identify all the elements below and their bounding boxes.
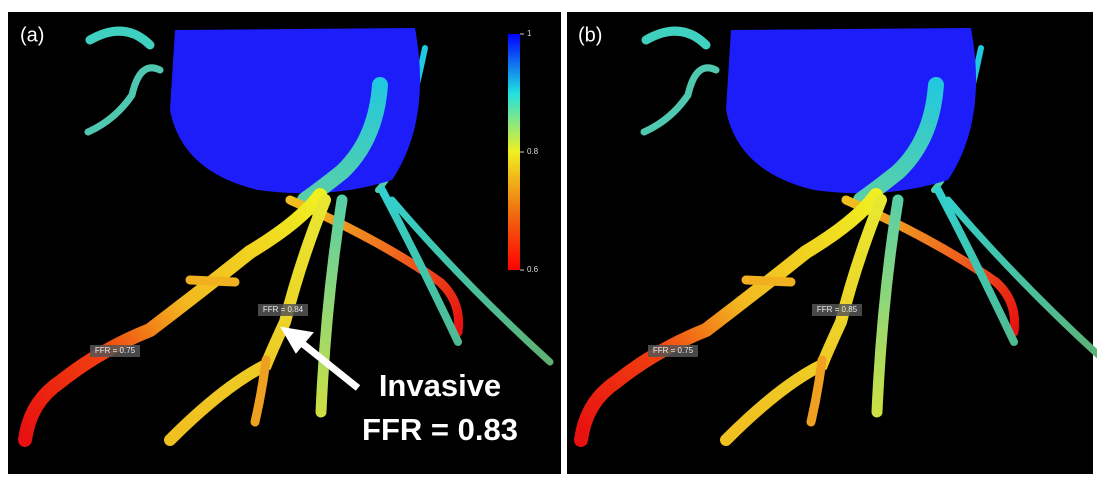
annotation: FFR = 0.85 — [817, 305, 858, 314]
colorbar-tick-label: 0.8 — [527, 147, 539, 156]
panel-label: (b) — [578, 24, 602, 46]
callout: FFR = 0.83 — [362, 412, 518, 447]
callout: Invasive — [379, 368, 501, 403]
colorbar-tick-label: 0.6 — [527, 265, 539, 274]
panel-label: (a) — [20, 24, 44, 46]
figure: (a) (b) Invasive FFR = 0.83 1 0.8 0.6 FFR =… — [0, 0, 1097, 477]
annotation: FFR = 0.75 — [653, 346, 694, 355]
colorbar — [508, 34, 520, 270]
annotation: FFR = 0.75 — [95, 346, 136, 355]
annotation: FFR = 0.84 — [263, 305, 304, 314]
colorbar-tick-label: 1 — [527, 29, 532, 38]
